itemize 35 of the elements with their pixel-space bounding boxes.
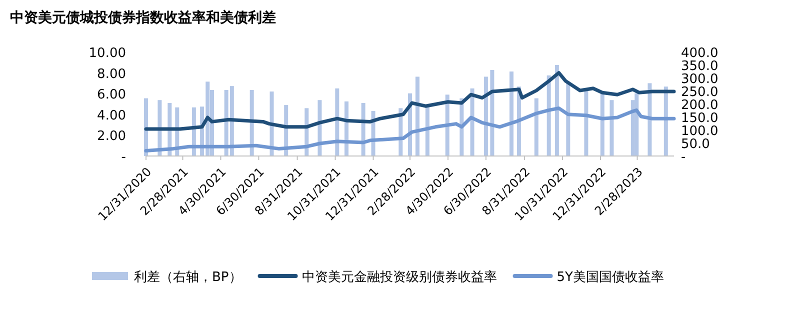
bar — [415, 76, 420, 156]
y2-tick-label: 100.0 — [681, 124, 718, 139]
y-tick-label: 10.00 — [88, 46, 126, 61]
bar — [534, 98, 538, 156]
y2-tick-label: 300.0 — [681, 72, 718, 87]
chart-title: 中资美元债城投债券指数收益率和美债利差 — [10, 9, 276, 26]
y2-tick-label: 250.0 — [681, 85, 718, 100]
bar — [600, 93, 604, 156]
y2-tick-label: - — [681, 150, 686, 165]
y-tick-label: - — [121, 150, 126, 165]
bar — [490, 70, 494, 156]
legend-label: 利差（右轴，BP） — [134, 270, 242, 285]
bar — [484, 76, 488, 156]
y-tick-label: 6.00 — [97, 88, 126, 103]
y2-tick-label: 200.0 — [681, 98, 718, 113]
bar — [648, 83, 652, 156]
bar — [509, 72, 514, 156]
bar — [554, 65, 559, 156]
legend-label: 中资美元金融投资级别债券收益率 — [302, 269, 497, 285]
line-series — [144, 71, 676, 131]
bar — [566, 82, 570, 156]
y-tick-label: 4.00 — [97, 108, 126, 124]
bar — [610, 100, 614, 156]
y2-tick-label: 400.0 — [681, 46, 718, 61]
line-series — [144, 106, 676, 153]
legend-label: 5Y美国国债收益率 — [556, 269, 664, 285]
bar — [425, 106, 430, 156]
legend-中资美元金融投资级别债券收益率: 中资美元金融投资级别债券收益率 — [258, 270, 497, 285]
y-tick-label: 8.00 — [97, 66, 126, 82]
y2-tick-label: 350.0 — [681, 59, 718, 74]
y2-tick-label: 50.0 — [681, 137, 710, 152]
y2-tick-label: 150.0 — [681, 111, 718, 126]
bar — [634, 93, 639, 156]
bar — [584, 90, 588, 156]
y-tick-label: 2.00 — [97, 129, 126, 144]
